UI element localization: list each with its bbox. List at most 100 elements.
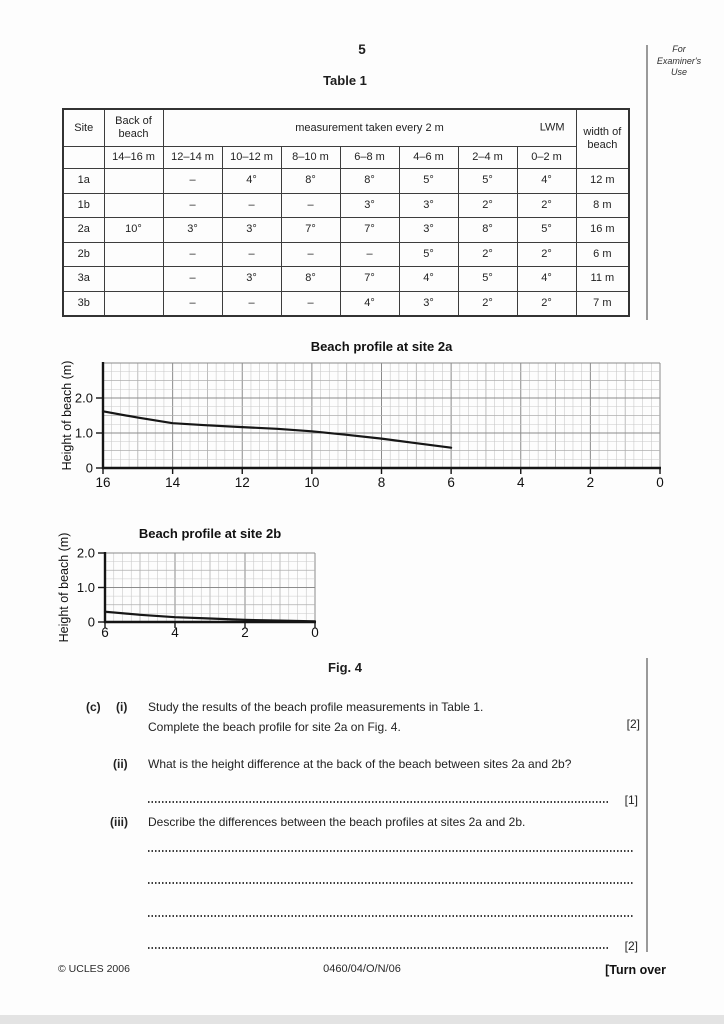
- svg-text:2: 2: [241, 625, 249, 640]
- angle-cell: [103, 290, 164, 317]
- angle-cell: –: [280, 290, 341, 317]
- svg-text:6: 6: [101, 625, 109, 640]
- angle-cell: 2°: [516, 290, 577, 317]
- svg-text:1.0: 1.0: [77, 580, 95, 595]
- svg-text:Beach profile at site 2a: Beach profile at site 2a: [311, 339, 453, 354]
- range-header: 10–12 m: [221, 146, 282, 169]
- footer-copyright: © UCLES 2006: [58, 963, 130, 975]
- angle-cell: –: [162, 241, 223, 267]
- question-ii-label: (ii): [113, 757, 128, 771]
- angle-cell: [103, 266, 164, 292]
- angle-cell: 10°: [103, 217, 164, 243]
- question-i-line1: Study the results of the beach profile m…: [148, 700, 484, 714]
- marks-label: [2]: [624, 939, 638, 953]
- col-header-width-of-beach: width of beach: [575, 108, 630, 169]
- range-header: 6–8 m: [339, 146, 400, 169]
- svg-text:1.0: 1.0: [75, 426, 93, 441]
- svg-text:2.0: 2.0: [75, 391, 93, 406]
- angle-cell: [103, 241, 164, 267]
- answer-line: [148, 947, 610, 949]
- answer-line: [148, 850, 634, 852]
- angle-cell: 3°: [221, 217, 282, 243]
- question-part-label: (c): [86, 700, 101, 714]
- marks-label: [1]: [624, 793, 638, 807]
- angle-cell: –: [162, 290, 223, 317]
- angle-cell: 2°: [516, 192, 577, 218]
- svg-text:12: 12: [235, 475, 250, 490]
- angle-cell: 7°: [280, 217, 341, 243]
- angle-cell: 8°: [457, 217, 518, 243]
- svg-text:0: 0: [311, 625, 319, 640]
- angle-cell: –: [221, 241, 282, 267]
- empty-header-cell: [62, 146, 105, 169]
- svg-text:Height of beach (m): Height of beach (m): [57, 533, 71, 643]
- angle-cell: 4°: [339, 290, 400, 317]
- site-cell: 1b: [62, 192, 105, 218]
- examiner-use-note: For Examiner's Use: [644, 44, 714, 79]
- table-header-row-2: 14–16 m 12–14 m 10–12 m 8–10 m 6–8 m 4–6…: [62, 146, 629, 169]
- angle-cell: 2°: [516, 241, 577, 267]
- svg-text:4: 4: [517, 475, 525, 490]
- angle-cell: –: [339, 241, 400, 267]
- svg-text:0: 0: [656, 475, 664, 490]
- angle-cell: –: [162, 266, 223, 292]
- table-title: Table 1: [323, 73, 367, 88]
- examiner-use-note-line: Use: [670, 67, 687, 77]
- width-cell: 7 m: [575, 290, 630, 317]
- angle-cell: –: [280, 241, 341, 267]
- angle-cell: 2°: [457, 192, 518, 218]
- examiner-use-note-line: For: [672, 44, 686, 54]
- question-ii-text: What is the height difference at the bac…: [148, 757, 572, 771]
- question-i-text: Study the results of the beach profile m…: [148, 697, 618, 737]
- angle-cell: 3°: [221, 266, 282, 292]
- angle-cell: –: [162, 192, 223, 218]
- question-iii-text: Describe the differences between the bea…: [148, 815, 526, 829]
- measurement-label: measurement taken every 2 m: [295, 121, 444, 134]
- angle-cell: –: [221, 192, 282, 218]
- col-header-site: Site: [62, 108, 105, 147]
- width-cell: 12 m: [575, 168, 630, 194]
- col-header-back-of-beach: Back of beach: [103, 108, 164, 147]
- svg-text:0: 0: [88, 615, 95, 630]
- width-cell: 11 m: [575, 266, 630, 292]
- angle-cell: 8°: [339, 168, 400, 194]
- col-header-measurement: measurement taken every 2 m LWM: [162, 108, 577, 147]
- range-header: 2–4 m: [457, 146, 518, 169]
- angle-cell: 5°: [398, 241, 459, 267]
- question-i-label: (i): [116, 700, 128, 714]
- range-header: 12–14 m: [162, 146, 223, 169]
- beach-profile-2a-chart: 16 14 12 10 8 6 4 2 0 0 1.0 2.0 Beach profile at sit…: [60, 339, 664, 490]
- range-header: 8–10 m: [280, 146, 341, 169]
- angle-cell: 7°: [339, 266, 400, 292]
- fig-caption: Fig. 4: [328, 660, 362, 675]
- answer-line: [148, 915, 634, 917]
- site-cell: 3b: [62, 290, 105, 317]
- svg-text:0: 0: [86, 461, 93, 476]
- angle-cell: 5°: [457, 168, 518, 194]
- table-body: 1a –4° 8° 8° 5° 5° 4° 12 m 1b – – –3° 3° 2° 2° 8 m 2a 10°…: [62, 168, 630, 317]
- svg-text:8: 8: [378, 475, 386, 490]
- svg-text:16: 16: [95, 475, 110, 490]
- table-header-row-1: Site Back of beach measurement taken eve…: [62, 108, 630, 169]
- angle-cell: 8°: [280, 168, 341, 194]
- angle-cell: 2°: [457, 241, 518, 267]
- angle-cell: 5°: [516, 217, 577, 243]
- site-cell: 2b: [62, 241, 105, 267]
- examiner-margin-line: [646, 658, 648, 952]
- table-row: 3a –3° 8° 7° 4° 5° 4° 11 m: [62, 266, 630, 292]
- angle-cell: 3°: [162, 217, 223, 243]
- angle-cell: 2°: [457, 290, 518, 317]
- page-edge-shadow: [0, 1015, 724, 1024]
- col-header-lwm: LWM: [539, 121, 565, 134]
- angle-cell: [103, 192, 164, 218]
- marks-label: [2]: [626, 717, 640, 731]
- angle-cell: 7°: [339, 217, 400, 243]
- site-cell: 1a: [62, 168, 105, 194]
- angle-cell: 3°: [398, 290, 459, 317]
- beach-profile-2b-chart: 6 4 2 0 0 1.0 2.0 Beach profile at site 2b Heigh…: [57, 526, 319, 643]
- question-i-line2: Complete the beach profile for site 2a o…: [148, 720, 401, 734]
- turn-over-label: [Turn over: [605, 963, 666, 977]
- angle-cell: 5°: [457, 266, 518, 292]
- angle-cell: 4°: [398, 266, 459, 292]
- site-cell: 2a: [62, 217, 105, 243]
